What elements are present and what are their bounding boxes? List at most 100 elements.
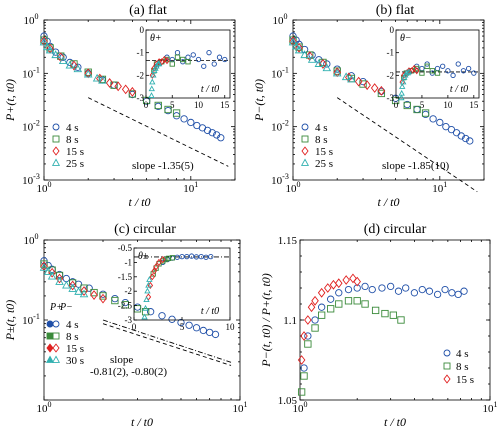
inset-data-point <box>185 59 191 65</box>
inset-data-point <box>405 68 413 75</box>
data-point <box>311 324 319 332</box>
data-point <box>154 101 162 110</box>
y-axis-label: P±(t, t0) <box>3 300 17 342</box>
y-tick-label: 10-1 <box>22 312 40 327</box>
data-point <box>327 305 335 313</box>
inset-y-tick-label: -1 <box>125 257 133 267</box>
inset-data-point <box>471 70 477 76</box>
y-tick-label: 1.15 <box>278 235 298 247</box>
data-point <box>68 279 77 287</box>
inset-data-point <box>455 61 461 67</box>
y-axis-label: P+(t, t0) <box>3 79 17 122</box>
y-tick-label: 10-1 <box>22 65 40 80</box>
data-point <box>39 37 49 46</box>
legend-marker <box>300 158 310 166</box>
inset-data-point <box>208 253 214 260</box>
inset-data-point <box>424 63 430 69</box>
data-point <box>353 297 361 305</box>
panel-d-title: (d) circular <box>364 222 427 237</box>
data-point <box>319 59 327 69</box>
data-point <box>466 137 474 145</box>
data-point <box>311 295 319 306</box>
inset-y-tick-label: 0 <box>390 25 395 35</box>
inset-data-point <box>216 54 223 60</box>
data-point <box>433 290 442 299</box>
data-point <box>300 372 308 380</box>
reference-line <box>87 97 229 167</box>
data-point <box>172 112 181 120</box>
legend-label: 15 s <box>315 146 333 158</box>
series-25s <box>39 37 107 84</box>
data-point <box>172 109 181 117</box>
legend-label: 8 s <box>456 361 469 373</box>
y-tick-label: 100 <box>24 12 39 27</box>
data-point <box>164 105 172 114</box>
data-point <box>51 48 60 56</box>
inset-plot: 0 5 10 -0.5 -1 -1.5 -2 -2.5 -3 θ± t / t0 <box>118 243 235 332</box>
data-point <box>98 75 107 84</box>
inset-x-tick-label: 15 <box>469 100 479 110</box>
data-point <box>315 56 323 64</box>
legend-header: P− <box>59 302 73 313</box>
data-point <box>58 56 68 65</box>
inset-x-tick-label: 0 <box>144 100 149 110</box>
x-tick-label: 100 <box>37 180 52 195</box>
inset-frame <box>395 29 480 99</box>
data-point <box>418 285 426 294</box>
inset-data-point <box>398 89 405 96</box>
inset-y-tick-label: -3 <box>125 315 133 325</box>
inset-y-tick-label: -2 <box>137 70 145 80</box>
data-point <box>452 129 461 137</box>
series-15s <box>297 273 361 365</box>
legend-marker <box>46 343 54 353</box>
inset-data-point <box>411 64 417 73</box>
inset-data-point <box>149 273 156 281</box>
data-point <box>65 60 75 69</box>
data-point <box>363 80 371 91</box>
legend-marker <box>46 332 54 340</box>
y-tick-label: 10-2 <box>22 119 40 134</box>
y-tick-label: 10-1 <box>271 65 289 80</box>
legend-label: 4 s <box>66 122 79 134</box>
x-axis-label: t / t0 <box>377 195 399 209</box>
inset-x-tick-label: 10 <box>443 100 453 110</box>
y-tick-label: 1.1 <box>283 315 297 327</box>
data-point <box>387 282 395 291</box>
data-point <box>314 59 324 67</box>
data-point <box>389 311 398 319</box>
data-point <box>68 284 77 292</box>
data-point <box>347 74 356 83</box>
inset-frame <box>145 29 231 99</box>
inset-data-point <box>180 56 186 63</box>
data-point <box>436 118 444 127</box>
legend-label: 15 s <box>66 343 84 355</box>
data-point <box>460 287 468 295</box>
x-tick-label: 100 <box>293 400 308 415</box>
legend-marker <box>51 158 61 166</box>
data-point <box>295 42 303 53</box>
inset-y-tick-label: -1 <box>387 48 395 58</box>
data-point <box>128 90 137 98</box>
legend-label: 30 s <box>66 355 84 367</box>
inset-data-point <box>434 70 441 76</box>
inset-data-point <box>445 68 451 74</box>
inset-y-tick-label: -0.5 <box>118 243 133 253</box>
y-axis-label: P−(t, t0) / P+(t, t0) <box>259 273 273 368</box>
data-point <box>217 134 225 142</box>
inset-data-point <box>198 253 204 260</box>
data-point <box>335 300 343 308</box>
inset-data-point <box>142 304 149 311</box>
data-point <box>349 273 357 284</box>
data-point <box>378 284 386 292</box>
inset-data-point <box>460 68 467 74</box>
data-point <box>448 289 456 297</box>
data-point <box>454 290 462 299</box>
data-point <box>377 85 386 96</box>
data-point <box>297 355 306 365</box>
inset-data-point <box>169 61 175 67</box>
inset-data-point <box>165 255 172 262</box>
inset-data-point <box>195 56 202 63</box>
data-point <box>335 289 343 297</box>
data-point <box>441 285 449 294</box>
plot-frame <box>43 19 236 181</box>
